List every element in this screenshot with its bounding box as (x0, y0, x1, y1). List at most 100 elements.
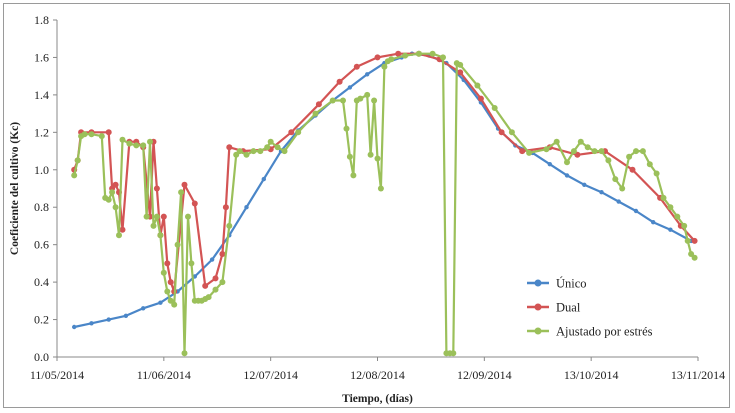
data-point (106, 317, 111, 322)
data-point (612, 176, 619, 183)
data-point (157, 232, 164, 239)
x-tick-label: 13/10/2014 (564, 368, 619, 382)
series-3 (71, 50, 698, 357)
data-point (178, 189, 185, 196)
data-point (674, 213, 681, 220)
data-point (261, 176, 266, 182)
y-tick-label: 1.8 (34, 13, 49, 27)
data-point (691, 254, 698, 261)
data-point (450, 350, 457, 357)
legend-item: Ajustado por estrés (527, 325, 653, 339)
data-point (119, 136, 126, 143)
legend-swatch-marker (534, 279, 542, 287)
data-point (688, 251, 695, 257)
data-point (244, 205, 249, 210)
data-point (126, 140, 133, 147)
data-point (440, 54, 446, 61)
data-point (374, 54, 381, 61)
data-point (141, 306, 146, 311)
data-point (653, 170, 660, 177)
data-point (140, 142, 147, 149)
y-tick-label: 0.2 (34, 313, 49, 327)
data-point (226, 144, 233, 151)
data-point (629, 166, 636, 173)
data-point (188, 260, 195, 267)
data-point (191, 200, 198, 207)
y-tick-labels: 0.0 0.2 0.4 0.6 0.8 1.0 1.2 1.4 1.6 1.8 (34, 13, 57, 364)
legend-item: Dual (527, 301, 581, 315)
data-point (281, 148, 288, 155)
data-point (236, 148, 243, 155)
data-point (295, 129, 302, 136)
data-point (584, 144, 591, 151)
data-point (205, 294, 212, 301)
y-tick-label: 1.4 (34, 88, 49, 102)
data-point (171, 301, 178, 308)
data-point (570, 148, 577, 155)
data-point (564, 173, 570, 178)
data-point (371, 97, 378, 104)
data-point (112, 204, 119, 211)
data-point (71, 172, 78, 179)
y-tick-label: 1.6 (34, 50, 49, 64)
legend-swatch-marker (534, 327, 542, 335)
series-line (73, 52, 696, 293)
data-point (181, 350, 188, 357)
data-point (381, 63, 388, 70)
data-point (350, 172, 357, 179)
data-point (477, 95, 484, 102)
data-point (591, 148, 598, 155)
data-point (639, 148, 646, 155)
data-point (357, 95, 364, 102)
data-point (660, 194, 667, 201)
y-axis-title: Coeficiente del cultivo (Kc) (9, 122, 21, 255)
legend-swatch-marker (534, 303, 542, 311)
data-point (119, 226, 126, 233)
axes (56, 20, 698, 358)
data-point (498, 129, 505, 136)
data-point (605, 157, 612, 164)
data-point (81, 131, 88, 138)
data-point (526, 149, 533, 156)
series-line (73, 52, 696, 355)
data-point (147, 138, 153, 145)
data-point (164, 260, 171, 267)
data-point (167, 279, 174, 286)
data-point (684, 237, 691, 244)
legend-label: Dual (556, 301, 581, 315)
data-point (367, 151, 374, 158)
data-point (668, 227, 673, 232)
data-point (346, 153, 353, 160)
data-point (105, 129, 112, 136)
data-point (315, 101, 322, 108)
data-point (212, 286, 219, 293)
data-point (374, 155, 381, 162)
data-point (547, 162, 552, 167)
data-point (264, 144, 271, 151)
data-point (257, 148, 264, 155)
data-point (543, 146, 550, 153)
data-point (336, 78, 343, 85)
data-point (577, 138, 584, 145)
data-point (388, 56, 395, 63)
data-point (395, 50, 402, 57)
data-point (226, 222, 233, 229)
data-point (457, 69, 464, 76)
data-point (88, 131, 95, 138)
data-point (633, 208, 639, 214)
data-point (553, 138, 560, 145)
data-point (267, 138, 274, 145)
y-tick-label: 1.2 (34, 125, 49, 139)
data-point (72, 324, 77, 330)
data-point (429, 50, 436, 57)
data-point (474, 82, 481, 89)
data-point (250, 148, 257, 155)
data-point (329, 97, 336, 104)
y-tick-label: 0.4 (34, 275, 49, 289)
data-point (288, 129, 295, 136)
data-point (340, 97, 346, 104)
data-point (153, 185, 160, 192)
data-point (353, 63, 360, 70)
legend-label: Ajustado por estrés (556, 325, 653, 339)
data-point (167, 297, 174, 304)
